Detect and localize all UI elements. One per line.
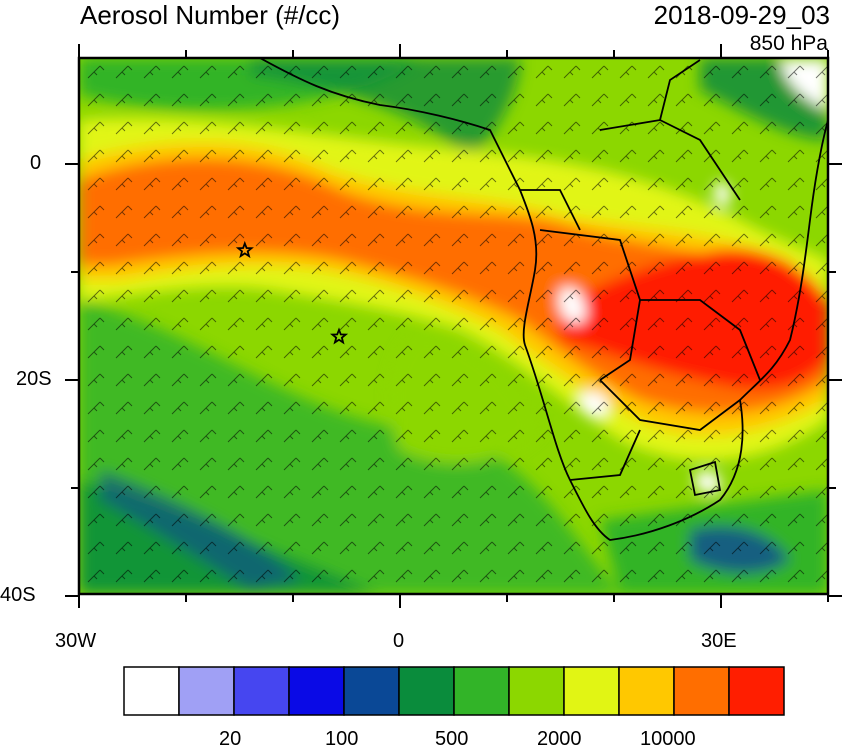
map-frame [77,56,830,596]
lat-label-20s: 20S [16,368,52,390]
colorbar-swatch [563,666,620,716]
lon-label-30w: 30W [55,630,97,652]
star-marker-2 [329,327,349,345]
lon-label-0: 0 [393,630,405,652]
colorbar-swatch [618,666,675,716]
colorbar-swatch [508,666,565,716]
colorbar-swatch [178,666,235,716]
pressure-level: 850 hPa [749,32,828,55]
marker-layer [235,240,349,345]
colorbar-label-500: 500 [435,728,469,750]
lat-label-40s: 40S [0,584,36,606]
colorbar-swatch [233,666,290,716]
map-datetime: 2018-09-29_03 [653,0,830,30]
colorbar-label-2000: 2000 [537,728,582,750]
colorbar-swatch [398,666,455,716]
map-title: Aerosol Number (#/cc) [80,0,341,30]
colorbar [123,666,785,716]
colorbar-swatch [343,666,400,716]
star-marker-1 [235,240,254,259]
axis-ticks [65,44,842,608]
colorbar-swatch [673,666,730,716]
colorbar-swatch [123,666,180,716]
coastline [259,58,828,541]
colorbar-swatch [728,666,785,716]
colorbar-swatch [453,666,510,716]
aerosol-field [79,58,828,594]
colorbar-label-100: 100 [325,728,359,750]
colorbar-swatch [288,666,345,716]
lon-label-30e: 30E [701,630,737,652]
lat-label-0: 0 [30,152,42,174]
colorbar-label-20: 20 [219,728,242,750]
colorbar-label-10000: 10000 [640,728,696,750]
